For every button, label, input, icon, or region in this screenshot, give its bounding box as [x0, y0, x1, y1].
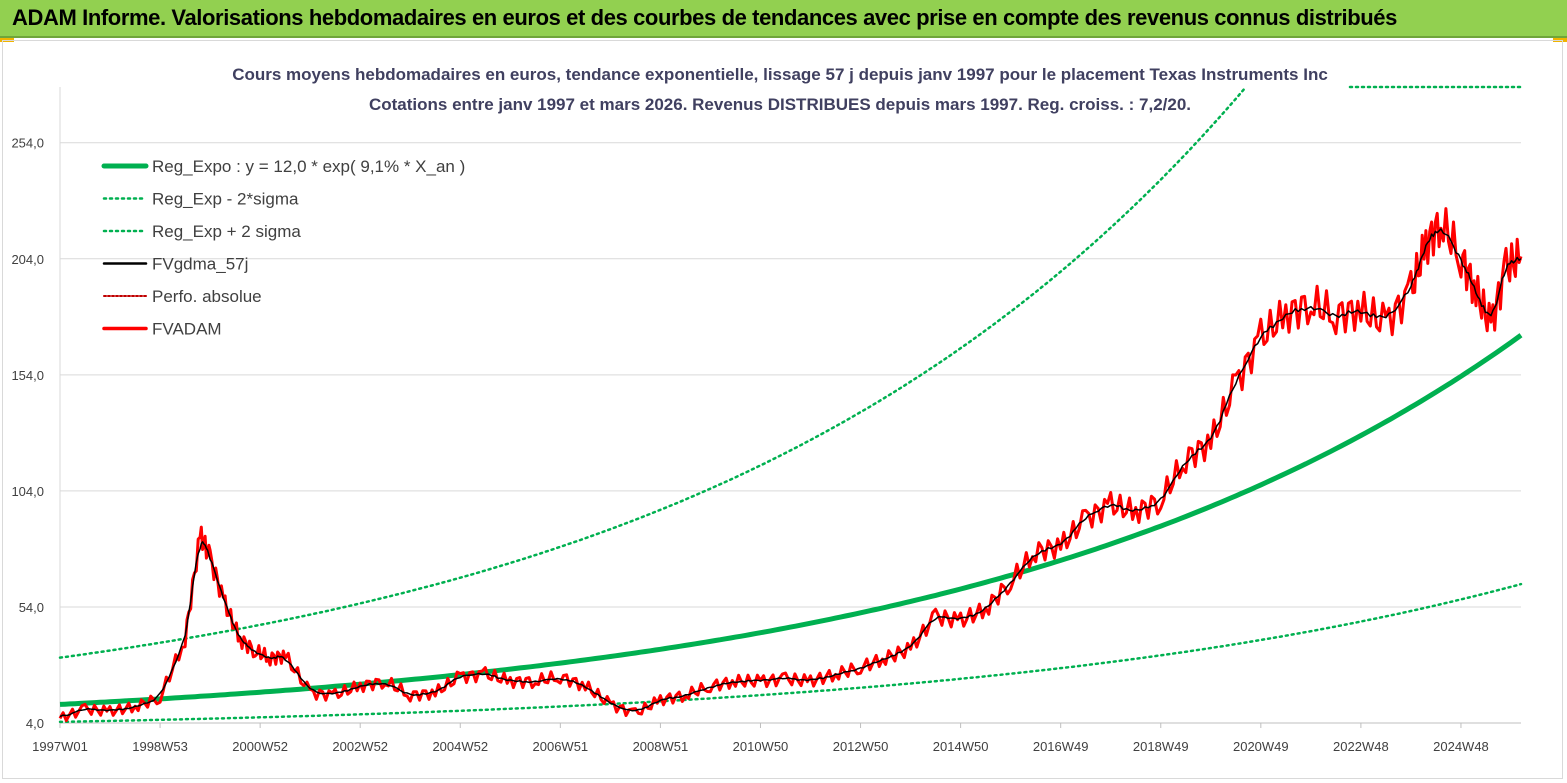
x-tick-label: 2024W48 [1433, 739, 1489, 754]
y-tick-label: 54,0 [19, 600, 44, 615]
legend-label: FVADAM [152, 320, 222, 339]
x-tick-label: 2020W49 [1233, 739, 1289, 754]
x-tick-label: 2008W51 [633, 739, 689, 754]
x-tick-label: 2000W52 [232, 739, 288, 754]
fvgdma-line [59, 228, 1522, 718]
chart-legend: Reg_Expo : y = 12,0 * exp( 9,1% * X_an )… [101, 157, 465, 339]
y-tick-label: 204,0 [11, 252, 44, 267]
legend-label: Perfo. absolue [152, 287, 262, 306]
report-banner: ADAM Informe. Valorisations hebdomadaire… [0, 0, 1567, 38]
chart-title-line1: Cours moyens hebdomadaires en euros, ten… [232, 65, 1328, 84]
legend-label: Reg_Exp + 2 sigma [152, 222, 301, 241]
x-axis-ticks: 1997W01 1998W53 2000W52 2002W52 2004W52 2006W… [32, 739, 1489, 754]
x-tick-label: 2010W50 [733, 739, 789, 754]
x-tick-label: 1998W53 [132, 739, 188, 754]
x-tick-label: 2016W49 [1033, 739, 1089, 754]
y-tick-label: 254,0 [11, 136, 44, 151]
legend-label: Reg_Expo : y = 12,0 * exp( 9,1% * X_an ) [152, 157, 465, 176]
grid-lines [59, 87, 1521, 728]
y-tick-label: 154,0 [11, 368, 44, 383]
x-tick-label: 2002W52 [332, 739, 388, 754]
report-title: ADAM Informe. Valorisations hebdomadaire… [12, 5, 1397, 30]
fvadam-line [58, 207, 1523, 723]
chart-title-line2: Cotations entre janv 1997 et mars 2026. … [369, 95, 1191, 114]
y-tick-label: 104,0 [11, 484, 44, 499]
x-tick-label: 2012W50 [833, 739, 889, 754]
legend-label: FVgdma_57j [152, 255, 248, 274]
x-tick-label: 2006W51 [533, 739, 589, 754]
x-tick-label: 2018W49 [1133, 739, 1189, 754]
legend-label: Reg_Exp - 2*sigma [152, 190, 299, 209]
trend-line [59, 333, 1523, 707]
upper-band-line [58, 85, 1248, 659]
y-tick-label: 4,0 [26, 716, 44, 731]
lower-band-line [58, 582, 1523, 724]
x-tick-label: 1997W01 [32, 739, 88, 754]
chart-frame [2, 40, 1563, 779]
series-lines [58, 85, 1523, 724]
x-tick-label: 2004W52 [432, 739, 488, 754]
x-tick-label: 2014W50 [933, 739, 989, 754]
y-axis-ticks: 4,0 54,0 104,0 154,0 204,0 254,0 [11, 136, 44, 731]
x-tick-label: 2022W48 [1333, 739, 1389, 754]
